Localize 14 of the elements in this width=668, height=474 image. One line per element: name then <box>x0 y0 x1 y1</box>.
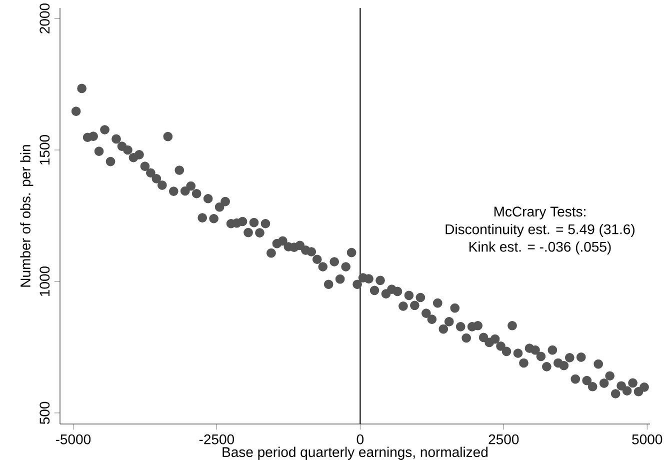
x-tick-label: -2500 <box>199 434 234 444</box>
x-tick-label: 2500 <box>488 434 519 444</box>
annotation: McCrary Tests: <box>494 206 586 220</box>
y-tick-label: 2000 <box>40 3 50 34</box>
y-tick-label: 1000 <box>40 266 50 296</box>
x-tick-label: -5000 <box>56 434 91 444</box>
x-axis-title: Base period quarterly earnings, normalized <box>222 446 488 460</box>
annotation: Kink est. = -.036 (.055) <box>469 241 611 255</box>
y-axis-title: Number of obs. per bin <box>20 145 34 287</box>
y-tick-label: 1500 <box>40 134 50 164</box>
x-tick-label: 0 <box>356 434 364 444</box>
x-tick-label: 5000 <box>632 434 662 444</box>
y-tick-label: 500 <box>40 402 50 424</box>
annotation: Discontinuity est. = 5.49 (31.6) <box>446 224 634 238</box>
